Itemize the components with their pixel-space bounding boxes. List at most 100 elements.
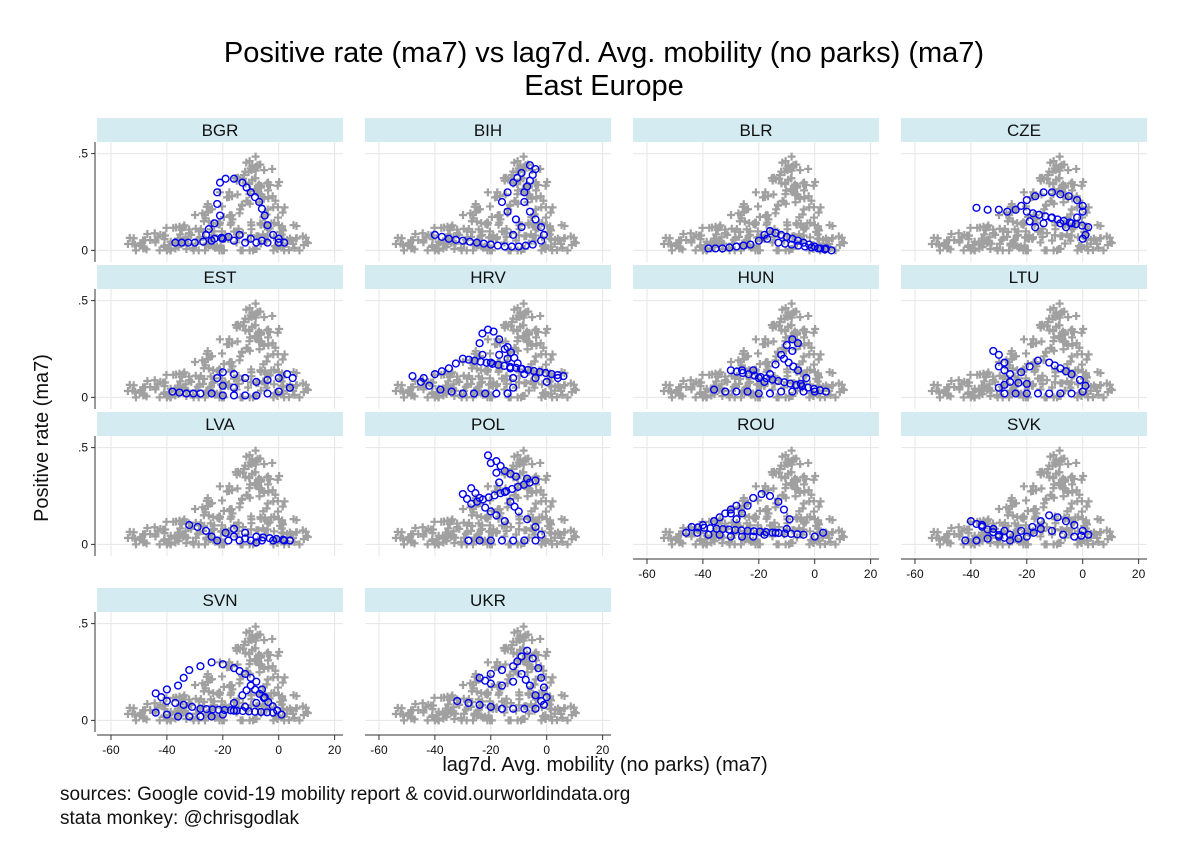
background-point xyxy=(696,241,705,250)
data-point xyxy=(528,654,537,663)
background-point xyxy=(290,390,299,399)
data-point xyxy=(255,689,264,698)
background-point xyxy=(1049,157,1058,166)
data-point xyxy=(682,528,691,537)
background-point xyxy=(218,540,227,549)
background-point xyxy=(502,702,511,711)
background-point xyxy=(299,388,308,397)
background-point xyxy=(1077,350,1086,359)
background-point xyxy=(563,716,572,725)
data-point xyxy=(531,215,540,224)
background-point xyxy=(1058,379,1067,388)
background-point xyxy=(234,232,243,241)
data-point xyxy=(210,219,219,228)
background-point xyxy=(273,350,282,359)
background-point xyxy=(512,236,521,245)
background-point xyxy=(1077,507,1086,516)
background-point xyxy=(1057,161,1066,170)
background-point xyxy=(1077,475,1086,484)
background-point xyxy=(497,374,506,383)
background-point xyxy=(1078,515,1087,524)
background-point xyxy=(1031,505,1040,514)
background-point xyxy=(810,221,819,230)
background-point xyxy=(1072,311,1081,320)
background-point xyxy=(536,458,545,467)
background-point xyxy=(809,507,818,516)
data-point xyxy=(208,705,217,714)
background-point xyxy=(1084,497,1093,506)
background-point xyxy=(273,203,282,212)
background-point xyxy=(796,460,805,469)
background-point xyxy=(799,499,808,508)
background-point xyxy=(176,230,185,239)
background-points xyxy=(927,152,1116,255)
background-point xyxy=(1067,205,1076,214)
background-point xyxy=(812,227,821,236)
data-point xyxy=(488,359,497,368)
data-point xyxy=(1056,389,1065,398)
background-point xyxy=(273,360,282,369)
background-point xyxy=(245,716,254,725)
background-point xyxy=(809,350,818,359)
background-point xyxy=(1047,197,1056,206)
background-point xyxy=(215,482,224,491)
background-point xyxy=(278,678,287,687)
background-point xyxy=(789,455,798,464)
background-point xyxy=(700,538,709,547)
background-point xyxy=(1089,234,1098,243)
background-point xyxy=(276,521,285,530)
background-point xyxy=(445,696,454,705)
data-point xyxy=(218,391,227,400)
background-point xyxy=(821,234,830,243)
panel-strip-label: CZE xyxy=(1007,121,1041,140)
background-point xyxy=(977,234,986,243)
background-point xyxy=(659,240,668,249)
background-point xyxy=(484,535,493,544)
background-point xyxy=(218,672,227,681)
background-point xyxy=(501,660,510,669)
background-point xyxy=(509,314,518,323)
background-point xyxy=(800,325,809,334)
x-tick-label: 20 xyxy=(596,743,610,757)
background-point xyxy=(164,244,173,253)
background-point xyxy=(521,308,530,317)
data-point xyxy=(185,665,194,675)
background-point xyxy=(233,337,242,346)
background-point xyxy=(537,246,546,255)
data-point xyxy=(436,385,445,394)
background-point xyxy=(511,491,520,500)
data-point xyxy=(193,522,202,532)
data-point xyxy=(542,377,551,387)
background-point xyxy=(678,539,687,548)
background-point xyxy=(835,241,844,250)
background-point xyxy=(809,203,818,212)
background-point xyxy=(1107,386,1116,395)
background-point xyxy=(271,343,280,352)
background-point xyxy=(542,515,551,524)
data-point xyxy=(503,207,512,216)
background-point xyxy=(509,637,518,646)
background-point xyxy=(518,714,527,723)
panel-strip-label: POL xyxy=(471,415,505,434)
data-point xyxy=(464,536,473,545)
background-point xyxy=(571,386,580,395)
data-point xyxy=(493,241,502,250)
data-point xyxy=(447,387,456,396)
data-point xyxy=(1000,366,1009,375)
background-point xyxy=(993,393,1002,402)
panel-blr: BLR xyxy=(633,118,879,262)
panel-strip xyxy=(365,588,611,612)
y-tick-label: .5 xyxy=(78,147,88,161)
background-point xyxy=(973,223,982,232)
data-point xyxy=(754,236,763,245)
background-point xyxy=(419,385,428,394)
data-point xyxy=(537,673,546,682)
data-point xyxy=(475,339,484,348)
x-tick-label: 20 xyxy=(1132,567,1146,581)
background-point xyxy=(273,181,282,190)
background-point xyxy=(691,393,700,402)
background-point xyxy=(196,695,205,704)
background-point xyxy=(781,246,790,255)
data-point xyxy=(539,230,549,240)
background-point xyxy=(182,538,191,547)
